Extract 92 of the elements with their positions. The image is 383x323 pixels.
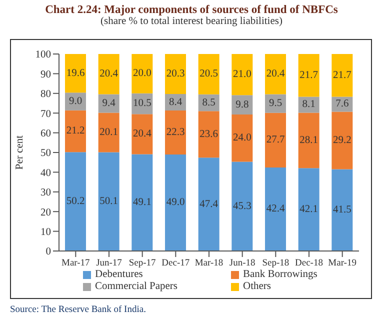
data-label: 41.5 xyxy=(332,204,352,216)
data-label: 22.3 xyxy=(166,127,185,138)
chart-subtitle: (share % to total interest bearing liabilities) xyxy=(100,16,284,27)
bar xyxy=(232,162,253,251)
data-label: 21.2 xyxy=(66,126,85,137)
x-tick-label: Mar-19 xyxy=(328,258,357,269)
data-label: 21.7 xyxy=(332,70,352,81)
bar xyxy=(65,152,86,251)
data-label: 8.4 xyxy=(168,96,183,108)
y-tick-label: 20 xyxy=(40,207,51,218)
bar xyxy=(98,152,120,251)
bar xyxy=(65,110,86,152)
bar xyxy=(165,110,186,154)
data-label: 28.1 xyxy=(300,134,318,146)
y-axis-title: Per cent xyxy=(14,135,26,170)
data-label: 49.0 xyxy=(166,197,185,208)
x-tick-label: Jun-17 xyxy=(96,258,122,269)
data-label: 47.4 xyxy=(200,198,219,210)
x-tick-label: Sep-17 xyxy=(128,258,156,269)
y-tick-label: 70 xyxy=(40,108,51,120)
data-label: 10.5 xyxy=(132,98,152,110)
bar xyxy=(65,54,86,93)
data-label: 27.7 xyxy=(266,134,285,146)
chart-title: Chart 2.24: Major components of sources of fund of NBFCs xyxy=(44,4,339,16)
bar xyxy=(98,112,120,152)
data-label: 9.8 xyxy=(236,99,249,110)
y-tick-label: 30 xyxy=(40,188,51,199)
bar xyxy=(332,54,353,97)
data-label: 20.3 xyxy=(166,68,185,80)
bar xyxy=(265,54,286,94)
data-label: 21.7 xyxy=(300,70,318,81)
data-label: 42.4 xyxy=(266,204,286,215)
y-tick-label: 100 xyxy=(35,50,51,61)
bar xyxy=(298,112,320,168)
bar xyxy=(165,154,186,251)
bar xyxy=(298,54,320,97)
data-label: 7.6 xyxy=(336,98,349,110)
bar xyxy=(232,114,253,162)
bar xyxy=(132,154,153,251)
x-tick-label: Mar-17 xyxy=(62,258,90,269)
bar xyxy=(132,114,153,154)
y-tick-label: 50 xyxy=(40,148,51,160)
y-tick-label: 80 xyxy=(40,89,51,100)
bar xyxy=(132,54,153,94)
y-tick-label: 0 xyxy=(46,246,51,258)
x-tick-label: Dec-17 xyxy=(162,258,190,269)
bar xyxy=(265,94,286,113)
data-label: 20.4 xyxy=(132,128,152,140)
bar xyxy=(98,54,120,94)
data-label: 8.5 xyxy=(202,97,216,108)
data-label: 24.0 xyxy=(232,132,252,144)
x-tick-label: Sep-18 xyxy=(262,258,290,269)
legend-label: Commercial Papers xyxy=(95,281,178,292)
data-label: 42.1 xyxy=(300,204,318,216)
data-label: 20.1 xyxy=(100,127,118,138)
bar xyxy=(265,112,286,168)
data-label: 9.5 xyxy=(268,98,282,110)
bar xyxy=(232,54,253,96)
data-label: 19.6 xyxy=(66,68,85,79)
y-tick-label: 10 xyxy=(40,227,51,238)
data-label: 29.2 xyxy=(332,134,352,146)
bar xyxy=(165,54,186,94)
y-tick-label: 40 xyxy=(40,168,51,179)
x-tick-label: Dec-18 xyxy=(295,258,324,269)
x-tick-label: Mar-18 xyxy=(194,258,224,269)
bar xyxy=(198,158,220,251)
data-label: 9.0 xyxy=(68,96,82,107)
y-tick-label: 90 xyxy=(40,69,51,80)
bar xyxy=(298,168,320,251)
legend-label: Others xyxy=(243,281,271,292)
source-note: Source: The Reserve Bank of India. xyxy=(10,305,146,315)
legend-label: Debentures xyxy=(95,269,143,280)
data-label: 20.4 xyxy=(266,68,286,80)
data-label: 45.3 xyxy=(232,200,252,212)
bar xyxy=(332,169,353,251)
data-label: 20.4 xyxy=(100,68,119,80)
bar xyxy=(198,111,220,158)
x-tick-label: Jun-18 xyxy=(229,258,256,269)
y-tick-label: 60 xyxy=(40,128,51,140)
data-label: 23.6 xyxy=(200,128,218,140)
legend-label: Bank Borrowings xyxy=(243,269,318,280)
data-label: 49.1 xyxy=(132,197,152,208)
data-label: 9.4 xyxy=(102,98,116,109)
bar xyxy=(265,167,286,251)
bar xyxy=(332,112,353,170)
data-label: 20.5 xyxy=(200,68,218,80)
data-label: 20.0 xyxy=(132,68,152,80)
bar xyxy=(198,54,220,94)
data-label: 50.1 xyxy=(100,196,118,208)
data-label: 8.1 xyxy=(302,99,316,110)
data-label: 50.2 xyxy=(66,196,85,208)
data-label: 21.0 xyxy=(232,69,252,80)
